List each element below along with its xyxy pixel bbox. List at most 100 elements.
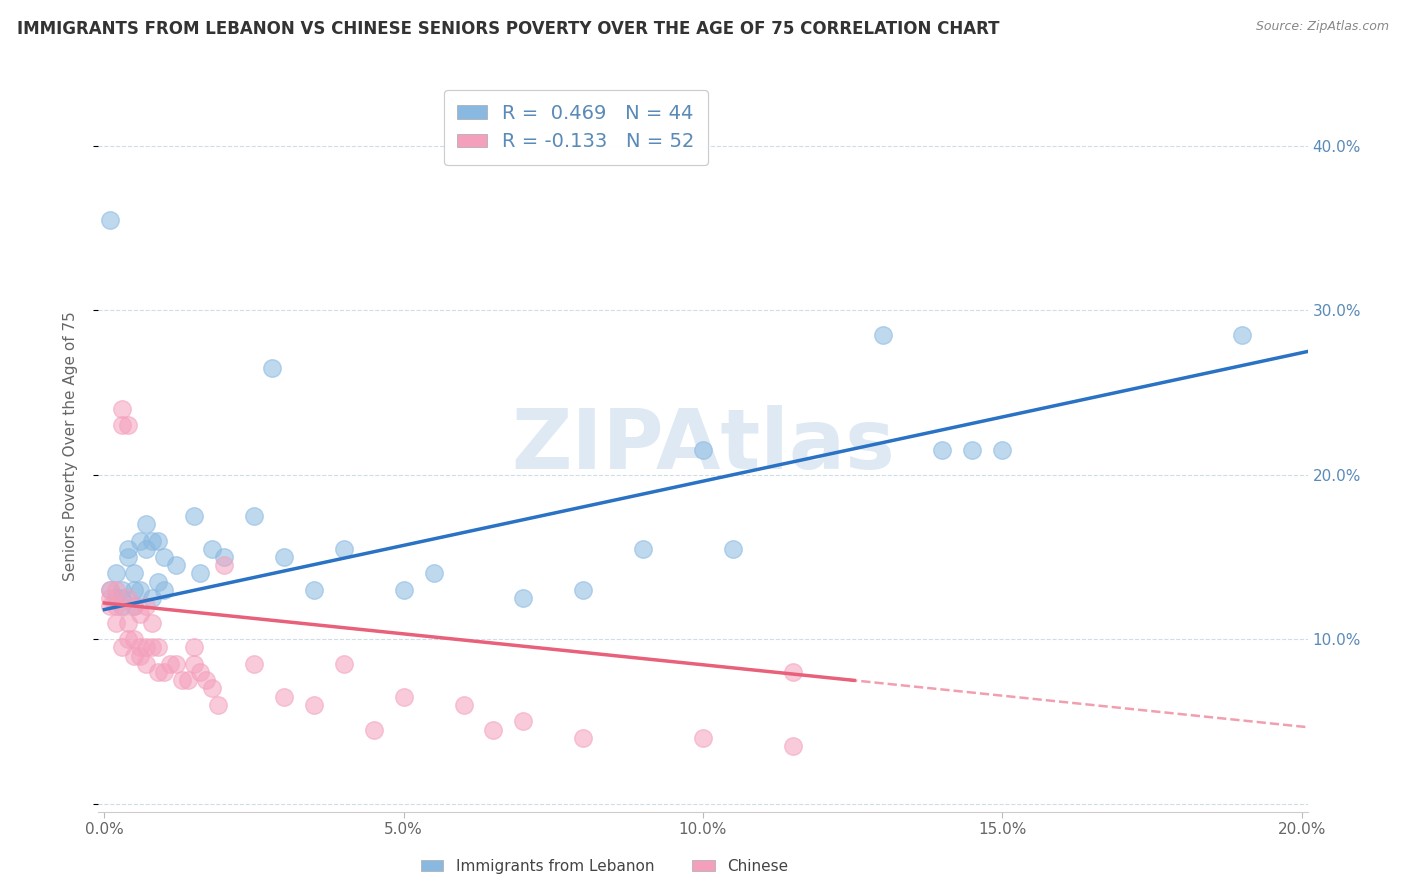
- Point: [100, 582, 122, 597]
- Point: [392, 582, 415, 597]
- Point: [135, 541, 157, 556]
- Point: [148, 574, 170, 589]
- Point: [124, 632, 146, 647]
- Point: [931, 443, 953, 458]
- Point: [117, 549, 139, 564]
- Point: [243, 508, 266, 523]
- Text: IMMIGRANTS FROM LEBANON VS CHINESE SENIORS POVERTY OVER THE AGE OF 75 CORRELATIO: IMMIGRANTS FROM LEBANON VS CHINESE SENIO…: [17, 20, 1000, 37]
- Point: [165, 558, 187, 573]
- Point: [117, 418, 139, 433]
- Point: [141, 640, 163, 655]
- Point: [105, 615, 128, 630]
- Point: [302, 698, 325, 712]
- Point: [172, 673, 194, 688]
- Point: [135, 640, 157, 655]
- Point: [302, 582, 325, 597]
- Point: [124, 599, 146, 614]
- Point: [422, 566, 444, 581]
- Point: [111, 582, 134, 597]
- Point: [111, 599, 134, 614]
- Point: [721, 541, 744, 556]
- Point: [135, 657, 157, 671]
- Point: [153, 665, 176, 679]
- Point: [153, 549, 176, 564]
- Point: [243, 657, 266, 671]
- Point: [183, 508, 205, 523]
- Point: [105, 582, 128, 597]
- Point: [148, 640, 170, 655]
- Legend: Immigrants from Lebanon, Chinese: Immigrants from Lebanon, Chinese: [415, 853, 794, 880]
- Point: [111, 402, 134, 417]
- Point: [135, 517, 157, 532]
- Point: [188, 566, 211, 581]
- Point: [207, 698, 229, 712]
- Point: [148, 665, 170, 679]
- Point: [100, 213, 122, 227]
- Point: [177, 673, 200, 688]
- Point: [105, 599, 128, 614]
- Y-axis label: Seniors Poverty Over the Age of 75: Seniors Poverty Over the Age of 75: [63, 311, 77, 581]
- Point: [124, 599, 146, 614]
- Point: [153, 582, 176, 597]
- Point: [105, 566, 128, 581]
- Point: [165, 657, 187, 671]
- Point: [782, 739, 804, 753]
- Point: [782, 665, 804, 679]
- Point: [512, 591, 534, 605]
- Point: [453, 698, 475, 712]
- Point: [392, 690, 415, 704]
- Point: [631, 541, 654, 556]
- Point: [188, 665, 211, 679]
- Point: [333, 541, 356, 556]
- Point: [692, 731, 714, 745]
- Point: [148, 533, 170, 548]
- Point: [124, 648, 146, 663]
- Point: [482, 723, 505, 737]
- Point: [129, 582, 152, 597]
- Point: [117, 591, 139, 605]
- Point: [111, 640, 134, 655]
- Point: [141, 615, 163, 630]
- Point: [273, 549, 295, 564]
- Point: [141, 591, 163, 605]
- Point: [260, 360, 283, 375]
- Point: [117, 632, 139, 647]
- Text: ZIPAtlas: ZIPAtlas: [510, 406, 896, 486]
- Point: [141, 533, 163, 548]
- Point: [100, 591, 122, 605]
- Point: [692, 443, 714, 458]
- Point: [105, 591, 128, 605]
- Point: [129, 648, 152, 663]
- Point: [195, 673, 218, 688]
- Point: [572, 731, 595, 745]
- Point: [183, 640, 205, 655]
- Point: [201, 541, 224, 556]
- Point: [100, 582, 122, 597]
- Point: [117, 541, 139, 556]
- Point: [129, 533, 152, 548]
- Point: [201, 681, 224, 696]
- Point: [1230, 328, 1253, 343]
- Point: [212, 549, 235, 564]
- Point: [159, 657, 181, 671]
- Point: [117, 615, 139, 630]
- Point: [183, 657, 205, 671]
- Point: [100, 599, 122, 614]
- Point: [124, 582, 146, 597]
- Legend: R =  0.469   N = 44, R = -0.133   N = 52: R = 0.469 N = 44, R = -0.133 N = 52: [444, 90, 709, 165]
- Point: [129, 640, 152, 655]
- Point: [111, 599, 134, 614]
- Point: [991, 443, 1014, 458]
- Text: Source: ZipAtlas.com: Source: ZipAtlas.com: [1256, 20, 1389, 33]
- Point: [872, 328, 894, 343]
- Point: [111, 418, 134, 433]
- Point: [124, 566, 146, 581]
- Point: [135, 599, 157, 614]
- Point: [363, 723, 385, 737]
- Point: [111, 591, 134, 605]
- Point: [512, 714, 534, 729]
- Point: [962, 443, 984, 458]
- Point: [572, 582, 595, 597]
- Point: [129, 607, 152, 622]
- Point: [333, 657, 356, 671]
